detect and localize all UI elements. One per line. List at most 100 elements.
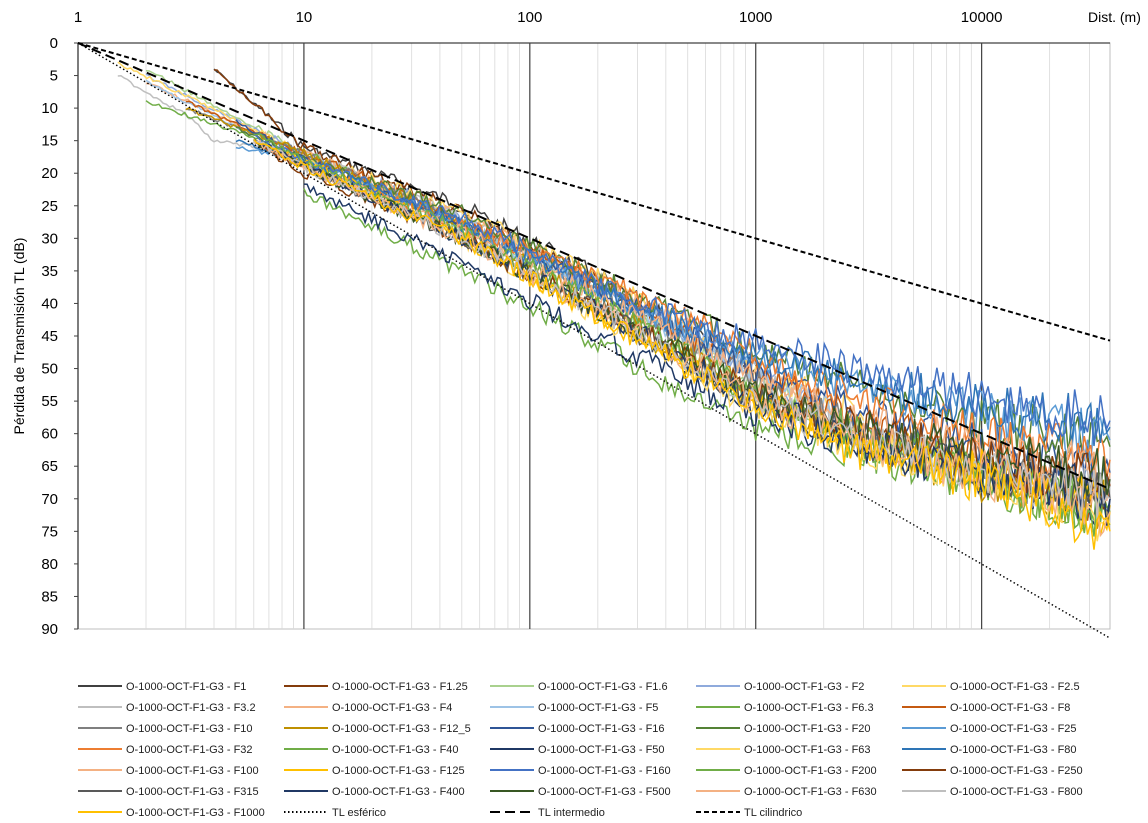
legend-item: TL esférico [284,807,386,819]
y-axis-title: Pérdida de Transmisión TL (dB) [11,238,27,435]
legend: O-1000-OCT-F1-G3 - F1 O-1000-OCT-F1-G3 - … [78,681,1083,819]
x-tick-labels: 1 10 100 1000 10000 [74,9,1003,26]
y-tick-label: 75 [41,523,58,540]
y-tick-label: 10 [41,100,58,117]
legend-item: O-1000-OCT-F1-G3 - F3.2 [78,702,256,714]
y-tick-label: 15 [41,133,58,150]
legend-label: TL cilindrico [744,807,802,819]
legend-item: O-1000-OCT-F1-G3 - F50 [490,744,665,756]
legend-item: O-1000-OCT-F1-G3 - F16 [490,723,665,735]
legend-label: O-1000-OCT-F1-G3 - F200 [744,765,877,777]
legend-item: O-1000-OCT-F1-G3 - F250 [902,765,1083,777]
y-tick-label: 50 [41,361,58,378]
legend-label: O-1000-OCT-F1-G3 - F63 [744,744,871,756]
y-tick-labels: 0 5 10 15 20 25 30 35 40 45 50 55 60 65 70 75 80 85 90 [41,35,78,638]
legend-label: O-1000-OCT-F1-G3 - F160 [538,765,671,777]
legend-label: O-1000-OCT-F1-G3 - F25 [950,723,1077,735]
legend-item: O-1000-OCT-F1-G3 - F63 [696,744,871,756]
y-tick-label: 20 [41,165,58,182]
y-tick-label: 40 [41,295,58,312]
legend-item: O-1000-OCT-F1-G3 - F4 [284,702,452,714]
series-line [235,126,1111,463]
legend-item: O-1000-OCT-F1-G3 - F400 [284,786,465,798]
legend-label: TL esférico [332,807,386,819]
legend-item: O-1000-OCT-F1-G3 - F315 [78,786,259,798]
legend-label: O-1000-OCT-F1-G3 - F10 [126,723,253,735]
x-grid [77,42,1111,630]
series-line [77,42,1111,342]
legend-item: O-1000-OCT-F1-G3 - F10 [78,723,253,735]
legend-label: O-1000-OCT-F1-G3 - F50 [538,744,665,756]
legend-item: O-1000-OCT-F1-G3 - F2 [696,681,864,693]
legend-label: O-1000-OCT-F1-G3 - F1000 [126,807,265,819]
y-tick-label: 80 [41,556,58,573]
y-tick-label: 45 [41,328,58,345]
legend-label: TL intermedio [538,807,605,819]
legend-item: O-1000-OCT-F1-G3 - F5 [490,702,658,714]
legend-item: O-1000-OCT-F1-G3 - F100 [78,765,259,777]
legend-item: O-1000-OCT-F1-G3 - F80 [902,744,1077,756]
y-tick-label: 0 [50,35,58,52]
legend-label: O-1000-OCT-F1-G3 - F1 [126,681,246,693]
legend-item: O-1000-OCT-F1-G3 - F125 [284,765,465,777]
legend-label: O-1000-OCT-F1-G3 - F800 [950,786,1083,798]
x-axis-title: Dist. (m) [1088,9,1141,25]
legend-label: O-1000-OCT-F1-G3 - F100 [126,765,259,777]
legend-label: O-1000-OCT-F1-G3 - F2 [744,681,864,693]
y-tick-label: 70 [41,491,58,508]
legend-item: TL intermedio [490,807,605,819]
legend-label: O-1000-OCT-F1-G3 - F315 [126,786,259,798]
legend-item: O-1000-OCT-F1-G3 - F8 [902,702,1070,714]
y-tick-label: 85 [41,588,58,605]
legend-label: O-1000-OCT-F1-G3 - F1.25 [332,681,468,693]
x-tick-label: 10000 [961,9,1003,26]
series-line [77,42,1111,490]
x-tick-label: 1000 [739,9,772,26]
x-tick-label: 100 [517,9,542,26]
legend-label: O-1000-OCT-F1-G3 - F80 [950,744,1077,756]
legend-item: O-1000-OCT-F1-G3 - F20 [696,723,871,735]
legend-label: O-1000-OCT-F1-G3 - F2.5 [950,681,1080,693]
legend-label: O-1000-OCT-F1-G3 - F40 [332,744,459,756]
y-tick-label: 5 [50,68,58,85]
legend-label: O-1000-OCT-F1-G3 - F630 [744,786,877,798]
legend-item: O-1000-OCT-F1-G3 - F800 [902,786,1083,798]
legend-label: O-1000-OCT-F1-G3 - F12_5 [332,723,471,735]
legend-item: O-1000-OCT-F1-G3 - F1 [78,681,246,693]
y-tick-label: 60 [41,426,58,443]
legend-item: O-1000-OCT-F1-G3 - F2.5 [902,681,1080,693]
legend-item: O-1000-OCT-F1-G3 - F40 [284,744,459,756]
series-line [253,138,1111,550]
legend-item: O-1000-OCT-F1-G3 - F1.25 [284,681,468,693]
y-tick-label: 65 [41,458,58,475]
legend-item: O-1000-OCT-F1-G3 - F6.3 [696,702,874,714]
legend-label: O-1000-OCT-F1-G3 - F3.2 [126,702,256,714]
legend-label: O-1000-OCT-F1-G3 - F125 [332,765,465,777]
legend-label: O-1000-OCT-F1-G3 - F1.6 [538,681,668,693]
series-line [235,139,1111,447]
y-tick-label: 55 [41,393,58,410]
legend-label: O-1000-OCT-F1-G3 - F5 [538,702,658,714]
legend-label: O-1000-OCT-F1-G3 - F16 [538,723,665,735]
legend-label: O-1000-OCT-F1-G3 - F4 [332,702,452,714]
legend-label: O-1000-OCT-F1-G3 - F250 [950,765,1083,777]
legend-item: O-1000-OCT-F1-G3 - F1000 [78,807,265,819]
legend-label: O-1000-OCT-F1-G3 - F32 [126,744,253,756]
legend-label: O-1000-OCT-F1-G3 - F500 [538,786,671,798]
x-tick-label: 10 [296,9,313,26]
legend-label: O-1000-OCT-F1-G3 - F20 [744,723,871,735]
x-tick-label: 1 [74,9,82,26]
legend-item: O-1000-OCT-F1-G3 - F12_5 [284,723,471,735]
legend-item: TL cilindrico [696,807,802,819]
legend-item: O-1000-OCT-F1-G3 - F160 [490,765,671,777]
y-tick-label: 25 [41,198,58,215]
plot-area [77,42,1111,639]
legend-item: O-1000-OCT-F1-G3 - F1.6 [490,681,668,693]
legend-item: O-1000-OCT-F1-G3 - F500 [490,786,671,798]
y-tick-label: 30 [41,230,58,247]
legend-item: O-1000-OCT-F1-G3 - F32 [78,744,253,756]
legend-label: O-1000-OCT-F1-G3 - F400 [332,786,465,798]
plot-border [77,42,1111,630]
series-line [77,42,1111,639]
